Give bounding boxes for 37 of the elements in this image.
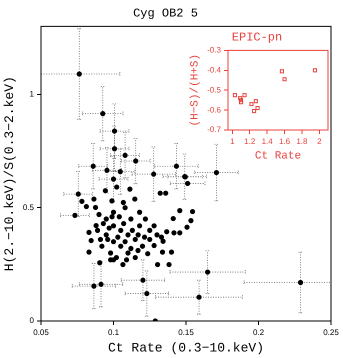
y-tick-label: -0.3 (207, 46, 222, 55)
y-tick-label: 1 (30, 90, 35, 99)
point (249, 102, 254, 106)
point (282, 77, 287, 82)
point (312, 68, 318, 72)
point (252, 109, 256, 114)
point (232, 93, 238, 98)
x-tick-label: 0.15 (178, 328, 194, 338)
x-tick-label: 0.2 (252, 328, 265, 338)
point (256, 106, 260, 110)
point (254, 99, 258, 104)
chart-title: Cyg OB2 5 (133, 6, 198, 20)
x-tick-label: 0.1 (108, 328, 120, 338)
y-tick-label: 0.5 (22, 202, 35, 212)
x-tick-label: 2 (317, 137, 322, 146)
y-axis-title: H(2.−10.keV)/S(0.3−2.keV) (2, 76, 18, 272)
x-axis-title: Ct Rate (0.3−10.keV) (108, 340, 264, 356)
y-tick-label: -0.6 (207, 105, 222, 114)
point (280, 69, 284, 74)
y-tick-label: 0 (30, 316, 35, 326)
x-tick-label: 1 (230, 137, 236, 146)
x-tick-label: 1.6 (278, 137, 291, 146)
x-tick-label: 1.2 (244, 137, 256, 146)
chart-title: EPIC-pn (232, 30, 282, 44)
x-axis-title: Ct Rate (254, 150, 302, 162)
point (238, 98, 244, 102)
point (242, 93, 247, 98)
y-tick-label: -0.4 (207, 66, 222, 75)
x-tick-label: 1.4 (262, 137, 274, 146)
point (238, 100, 244, 104)
y-tick-label: -0.7 (207, 125, 222, 134)
x-tick-label: 0.05 (33, 328, 50, 338)
y-tick-label: -0.5 (207, 85, 222, 94)
point (238, 96, 242, 100)
x-tick-label: 1.8 (296, 137, 308, 146)
x-tick-label: 0.25 (323, 328, 340, 338)
y-axis-title: (H−S)/(H+S) (190, 54, 202, 127)
